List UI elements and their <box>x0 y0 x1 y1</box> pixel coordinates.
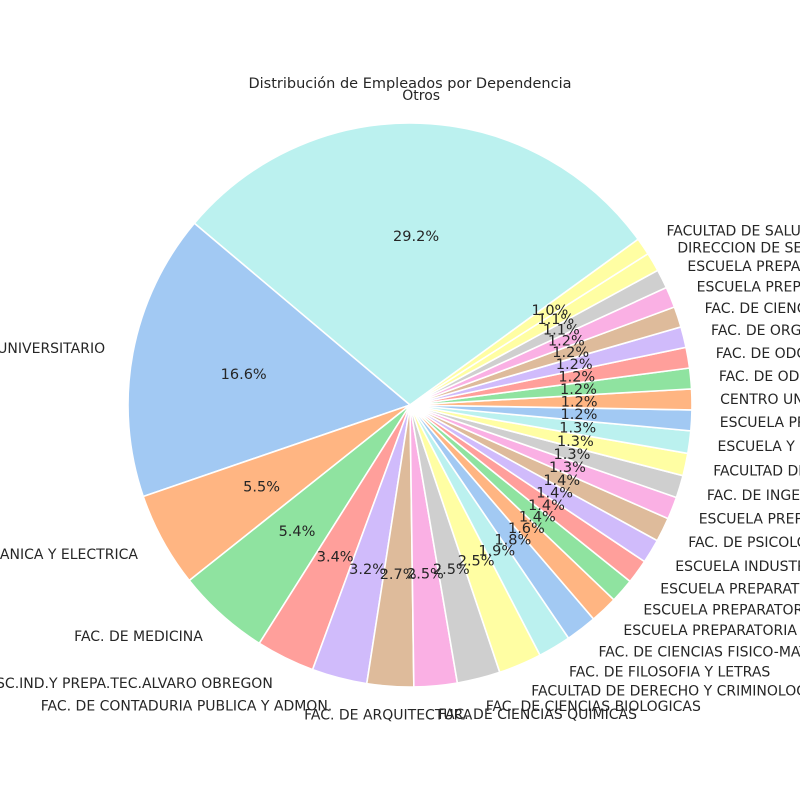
pie-slice-label: ESCUELA PREPARATORIA <box>660 581 800 597</box>
pie-percent-label: 1.2% <box>560 382 597 398</box>
pie-percent-label: 1.0% <box>531 303 568 319</box>
pie-percent-label: 2.5% <box>458 554 495 570</box>
pie-percent-label: 16.6% <box>221 367 267 383</box>
pie-slice-label: ESCUELA INDUSTRIAL <box>675 559 800 575</box>
pie-slice-label: FAC. DE ODONTOLOGIA <box>716 346 800 362</box>
pie-slice-label: ESCUELA PREPARATORIA <box>697 279 800 295</box>
pie-percent-label: 1.4% <box>519 509 556 525</box>
pie-slice <box>193 122 640 407</box>
pie-percent-label: 1.2% <box>561 407 598 423</box>
pie-percent-label: 1.8% <box>494 532 531 548</box>
pie-slice-label: FAC. DE FILOSOFIA Y LETRAS <box>569 664 770 680</box>
pie-slice-label: FAC. DE CIENCIAS QUIMICAS <box>438 707 637 723</box>
pie-percent-label: 29.2% <box>393 229 439 245</box>
pie-percent-label: 5.4% <box>279 524 316 540</box>
pie-percent-label: 1.4% <box>528 498 565 514</box>
pie-slice-label: DIRECCION DE SERVICIOS <box>677 241 800 257</box>
pie-slice-label: ESCUELA PREPARATORIA <box>699 511 800 527</box>
pie-slice-label: FAC. DE CIENCIAS FISICO-MATEMATICAS <box>599 644 800 660</box>
pie-slice <box>409 238 650 406</box>
pie-percent-label: 1.2% <box>558 370 595 386</box>
pie-percent-label: 2.5% <box>433 562 470 578</box>
pie-slice-label: ESCUELA PREPARATORIA <box>720 415 800 431</box>
pie-slice-label: FAC. DE INGENIERIA CIVIL <box>707 488 800 504</box>
pie-slice-label: FAC. DE ORGANIZACION DEPORTIVA <box>711 323 800 339</box>
pie-percent-label: 1.3% <box>554 447 591 463</box>
pie-slice-label: FAC. DE CIENCIAS POLITICAS <box>705 301 800 317</box>
pie-slice-labels: Otros HOSPITAL UNIVERSITARIO FAC. DE INGEN… <box>0 88 800 723</box>
pie-percent-label: 1.4% <box>543 473 580 489</box>
pie-percent-label: 1.4% <box>536 486 573 502</box>
chart-title: Distribución de Empleados por Dependenci… <box>248 76 571 92</box>
pie-percent-label: 1.2% <box>552 345 589 361</box>
pie-slice-label: FACULTAD DE DERECHO Y CRIMINOLOGIA <box>531 684 800 700</box>
pie-slice-label: ESCUELA PREPARATORIA <box>623 623 797 639</box>
pie-percent-label: 5.5% <box>243 479 280 495</box>
pie-percent-label: 1.3% <box>549 460 586 476</box>
pie-slice-label: FAC. DE PSICOLOGIA <box>688 535 800 551</box>
pie-slice-label: ESCUELA PREPARATORIA <box>643 602 800 618</box>
pie-slice-label: FAC. DE CIENCIAS BIOLOGICAS <box>486 699 701 715</box>
pie-slice-label: Otros <box>402 88 440 104</box>
pie-slice-label: ESCUELA PREPARATORIA <box>687 259 800 275</box>
pie-percent-label: 1.6% <box>508 521 545 537</box>
pie-percent-label: 1.3% <box>557 434 594 450</box>
pie-percent-label: 1.9% <box>478 543 515 559</box>
pie-slice-label: HOSPITAL UNIVERSITARIO <box>0 341 105 357</box>
pie-slice-label: CENTRO UNIVERSITARIO <box>720 392 800 408</box>
pie-percent-label: 1.1% <box>543 322 580 338</box>
pie-slice-label: FAC. DE ARQUITECTURA <box>304 707 473 723</box>
pie-percent-label: 2.7% <box>380 567 417 583</box>
pie-slice-label: FACULTAD DE <box>713 464 800 480</box>
pie-percent-label: 3.4% <box>317 550 354 566</box>
pie-percent-label: 3.2% <box>349 562 386 578</box>
pie-percent-label: 1.3% <box>559 420 596 436</box>
pie-percent-label: 1.1% <box>537 312 574 328</box>
pie-slice-label: FAC. DE ODONTOLOGIA <box>719 369 800 385</box>
pie-slices <box>127 122 693 688</box>
pie-slice-label: FAC. DE INGENIERIA MECANICA Y ELECTRICA <box>0 547 138 563</box>
pie-slice-label: ESCUELA Y <box>717 439 795 455</box>
pie-slice-label: FAC. DE CONTADURIA PUBLICA Y ADMON. <box>41 698 332 714</box>
pie-percent-label: 1.2% <box>556 357 593 373</box>
pie-slice-label: ESC.IND.Y PREPA.TEC.ALVARO OBREGON <box>0 676 273 692</box>
pie-slice <box>127 222 412 498</box>
pie-slice-label: FACULTAD DE SALUD PUBLICA <box>666 224 800 240</box>
pie-percent-labels: 29.2%16.6%5.5%5.4%3.4%3.2%2.7%2.5%2.5%2.… <box>221 229 598 583</box>
pie-percent-label: 1.2% <box>561 395 598 411</box>
pie-slice-label: FAC. DE MEDICINA <box>74 629 203 645</box>
pie-percent-label: 1.2% <box>548 333 585 349</box>
pie-percent-label: 2.5% <box>407 566 444 582</box>
